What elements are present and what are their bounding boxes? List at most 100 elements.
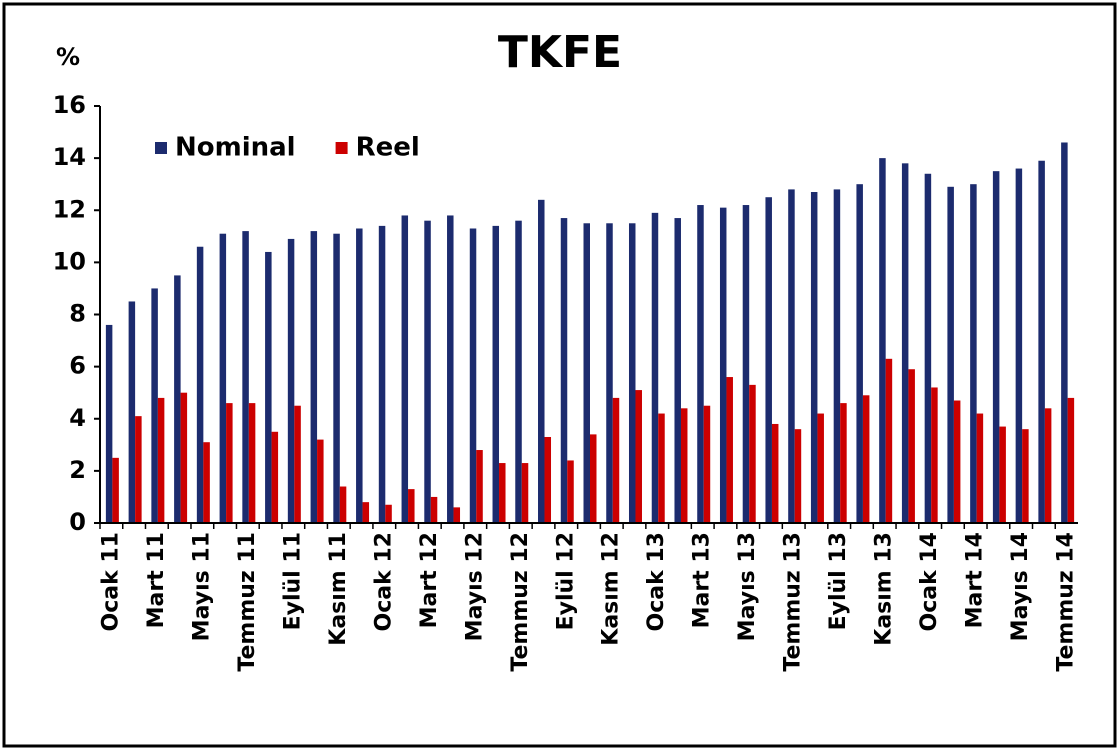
legend-swatch	[155, 142, 167, 154]
bar	[453, 507, 461, 523]
x-tick-label: Ocak 13	[644, 532, 669, 632]
bar	[219, 233, 227, 524]
bar	[635, 390, 642, 523]
bar	[385, 504, 392, 523]
x-tick-label: Mayıs 13	[735, 532, 760, 641]
bar	[651, 212, 659, 523]
bar	[271, 431, 279, 523]
bar	[924, 173, 932, 523]
bar	[560, 218, 568, 523]
bar	[401, 215, 409, 523]
x-tick-label: Mart 14	[963, 532, 988, 628]
x-tick-label: Temmuz 12	[508, 532, 533, 672]
bar	[356, 228, 363, 523]
bar	[310, 231, 318, 523]
bar	[674, 218, 681, 523]
bar	[765, 197, 772, 523]
bar	[658, 413, 665, 523]
x-tick-label: Temmuz 11	[235, 532, 260, 672]
bar	[174, 275, 181, 523]
x-tick-label: Ocak 14	[917, 532, 942, 632]
bar	[287, 238, 295, 523]
x-tick-label: Mayıs 14	[1008, 532, 1033, 641]
bar	[606, 223, 613, 523]
x-tick-label: Temmuz 13	[781, 532, 806, 672]
y-tick-label: 6	[69, 352, 86, 380]
bar	[612, 397, 620, 523]
bar	[628, 223, 636, 523]
bar	[378, 225, 386, 523]
bar	[1022, 429, 1029, 523]
bar	[840, 403, 847, 523]
x-tick-label: Temmuz 14	[1054, 532, 1079, 672]
bar	[680, 408, 688, 523]
bar	[567, 460, 574, 523]
bar	[408, 489, 415, 523]
bar	[901, 163, 909, 523]
bar	[248, 403, 256, 523]
bar	[771, 423, 779, 523]
bar	[538, 199, 545, 523]
bar	[476, 450, 483, 523]
bar	[112, 457, 119, 523]
bar	[590, 434, 597, 523]
y-tick-label: 0	[69, 508, 86, 536]
x-tick-label: Mart 11	[144, 532, 169, 628]
bar	[697, 205, 704, 523]
x-tick-label: Eylül 12	[553, 532, 578, 630]
bar	[544, 436, 552, 523]
x-tick-label: Mayıs 12	[462, 532, 487, 641]
y-tick-label: 4	[69, 404, 86, 432]
x-tick-label: Mayıs 11	[189, 532, 214, 641]
bar	[362, 502, 370, 523]
bar	[862, 395, 870, 523]
bar	[492, 225, 500, 523]
bar	[1044, 408, 1052, 523]
bar	[1061, 142, 1068, 524]
bar	[976, 413, 984, 523]
bar	[788, 189, 795, 523]
bar	[992, 171, 1000, 523]
bar	[515, 220, 522, 524]
legend-label: Nominal	[175, 133, 296, 163]
bar	[499, 463, 506, 523]
bar	[719, 207, 727, 524]
y-tick-label: 14	[53, 143, 86, 171]
bar	[742, 205, 750, 523]
bar	[794, 429, 802, 523]
bar	[999, 426, 1006, 523]
bar	[953, 400, 961, 523]
legend-label: Reel	[356, 133, 420, 163]
bar	[885, 358, 893, 523]
bar	[521, 463, 529, 523]
bar	[931, 387, 938, 523]
x-tick-label: Ocak 11	[98, 532, 123, 632]
bar	[180, 392, 188, 523]
chart-title: TKFE	[498, 27, 622, 78]
y-tick-label: 10	[53, 247, 86, 275]
bar	[226, 403, 233, 523]
bar	[151, 288, 158, 523]
bar	[265, 251, 272, 523]
bar	[583, 223, 590, 523]
bar	[810, 192, 818, 523]
bar	[970, 184, 977, 523]
y-axis-label: %	[56, 43, 80, 71]
bar	[947, 186, 954, 523]
y-tick-label: 12	[53, 195, 86, 223]
bar	[879, 158, 886, 523]
bar	[294, 405, 301, 523]
bar	[203, 442, 210, 523]
bar	[128, 301, 136, 523]
bar	[157, 397, 165, 523]
x-tick-label: Mart 13	[690, 532, 715, 628]
x-tick-label: Ocak 12	[371, 532, 396, 632]
bar	[424, 220, 431, 524]
y-tick-label: 8	[69, 300, 86, 328]
x-tick-label: Kasım 13	[872, 532, 897, 646]
bar	[749, 384, 756, 523]
x-tick-label: Eylül 13	[826, 532, 851, 630]
legend-swatch	[335, 142, 348, 154]
x-tick-label: Kasım 12	[599, 532, 624, 646]
